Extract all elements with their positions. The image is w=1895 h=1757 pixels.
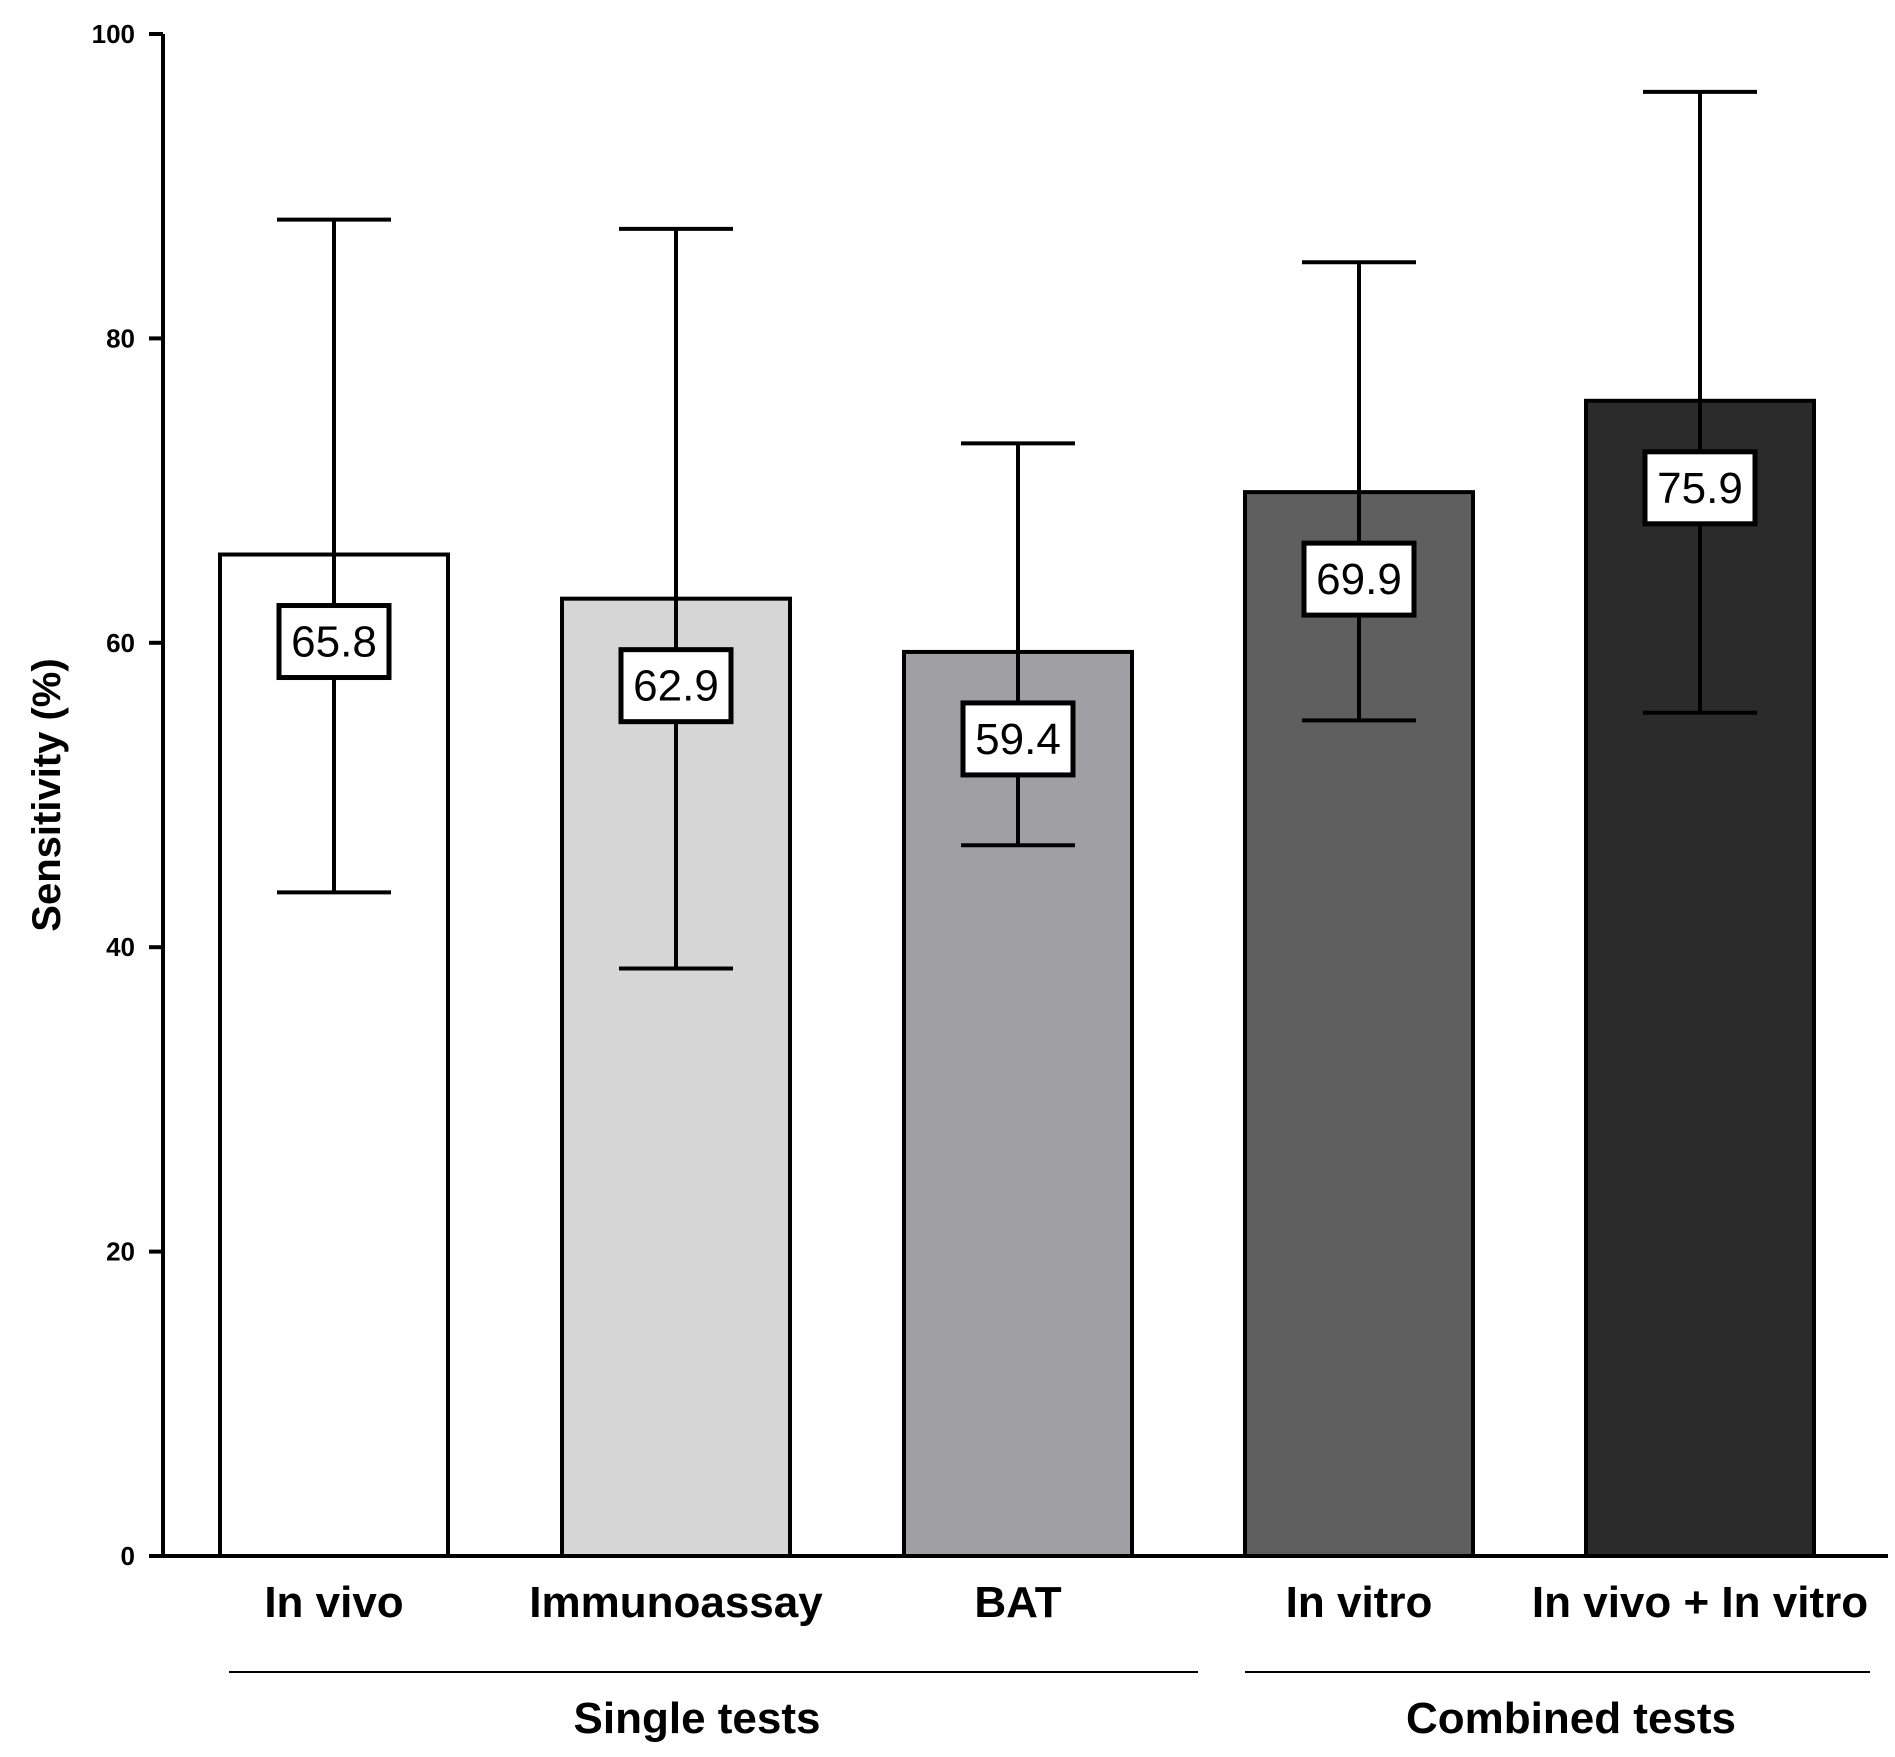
data-label-box (276, 603, 392, 681)
y-ticks-layer: 0 20 40 60 80 100 (92, 19, 163, 1571)
data-label-box (1642, 449, 1758, 527)
error-bar-in-vitro (1302, 260, 1416, 723)
x-tick-label-bat: BAT (974, 1578, 1061, 1627)
y-tick-label: 0 (121, 1541, 135, 1571)
x-tick-label-in-vitro: In vitro (1286, 1578, 1433, 1627)
error-bar-bat (961, 441, 1075, 848)
y-tick-label: 60 (106, 628, 135, 658)
data-label-text: 59.4 (975, 715, 1061, 764)
data-label-box (618, 647, 734, 725)
error-bar-in-vivo (277, 217, 391, 895)
y-tick-label: 40 (106, 932, 135, 962)
data-labels-layer: 65.8 62.9 59.4 69.9 75.9 (276, 449, 1758, 778)
y-axis-title: Sensitivity (%) (25, 658, 69, 931)
y-tick-label: 80 (106, 323, 135, 353)
data-label-text: 69.9 (1316, 555, 1402, 604)
y-tick-label: 100 (92, 19, 135, 49)
group-label-combined-tests: Combined tests (1406, 1694, 1736, 1743)
x-tick-label-in-vivo: In vivo (264, 1578, 403, 1627)
error-bar-immunoassay (619, 226, 733, 971)
data-label-box (960, 700, 1076, 778)
data-label-bat: 59.4 (960, 700, 1076, 778)
category-labels-layer: In vivo Immunoassay BAT In vitro In vivo + I… (264, 1578, 1868, 1627)
data-label-text: 65.8 (291, 618, 377, 667)
data-label-box (1301, 540, 1417, 618)
data-label-in-vitro: 69.9 (1301, 540, 1417, 618)
data-label-in-vivo: 65.8 (276, 603, 392, 681)
error-bar-in-vivo-in-vitro (1643, 89, 1757, 715)
x-tick-label-in-vivo-in-vitro: In vivo + In vitro (1532, 1578, 1868, 1627)
x-tick-label-immunoassay: Immunoassay (529, 1578, 823, 1627)
y-tick-label: 20 (106, 1237, 135, 1267)
error-bars-layer (277, 89, 1757, 971)
data-label-text: 62.9 (633, 662, 719, 711)
data-label-immunoassay: 62.9 (618, 647, 734, 725)
data-label-in-vivo-in-vitro: 75.9 (1642, 449, 1758, 527)
data-label-text: 75.9 (1657, 464, 1743, 513)
group-label-single-tests: Single tests (574, 1694, 821, 1743)
